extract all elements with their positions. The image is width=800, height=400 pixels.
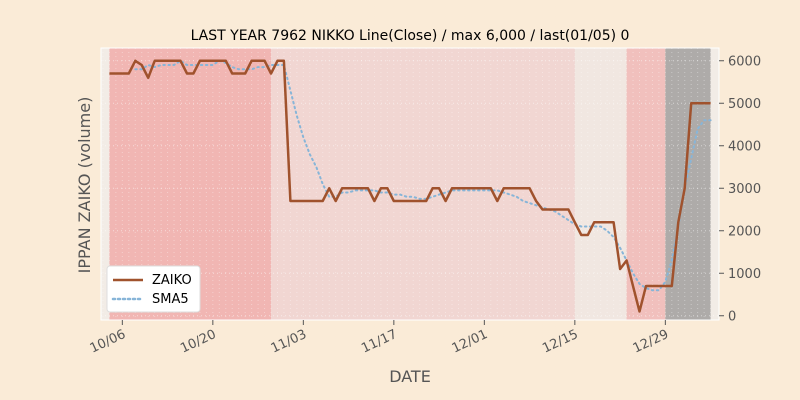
x-tick-label: 10/20 [178,327,218,356]
y-tick-label: 0 [728,309,736,324]
x-tick-label: 12/15 [540,327,580,356]
series-line-zaiko [109,59,711,313]
legend: ZAIKO SMA5 [106,265,201,313]
x-tick-label: 12/01 [450,327,490,356]
x-axis: 10/06 10/20 11/03 11/17 12/01 12/15 12/29 [88,320,671,356]
x-tick-label: 11/17 [359,327,399,356]
background-band-1 [271,48,575,320]
y-tick-label: 3000 [728,182,761,197]
x-axis-label: DATE [389,367,431,386]
x-tick-label: 10/06 [88,327,128,356]
plot-frame [100,47,720,321]
chart-title: LAST YEAR 7962 NIKKO Line(Close) / max 6… [191,28,630,44]
y-axis-label: IPPAN ZAIKO (volume) [75,97,94,274]
y-tick-label: 4000 [728,139,761,154]
y-tick-label: 2000 [728,224,761,239]
series-lines [109,59,712,313]
background-bands [101,48,719,320]
legend-label-zaiko: ZAIKO [152,273,192,288]
y-tick-label: 1000 [728,267,761,282]
background-band-2 [574,48,627,320]
legend-label-sma5: SMA5 [152,292,189,307]
y-axis: 0 1000 2000 3000 4000 5000 6000 [719,54,761,324]
x-tick-label: 11/03 [269,327,309,356]
x-tick-label: 12/29 [631,327,671,356]
y-tick-label: 5000 [728,97,761,112]
grid [101,48,719,320]
y-tick-label: 6000 [728,54,761,69]
legend-box [106,265,201,313]
